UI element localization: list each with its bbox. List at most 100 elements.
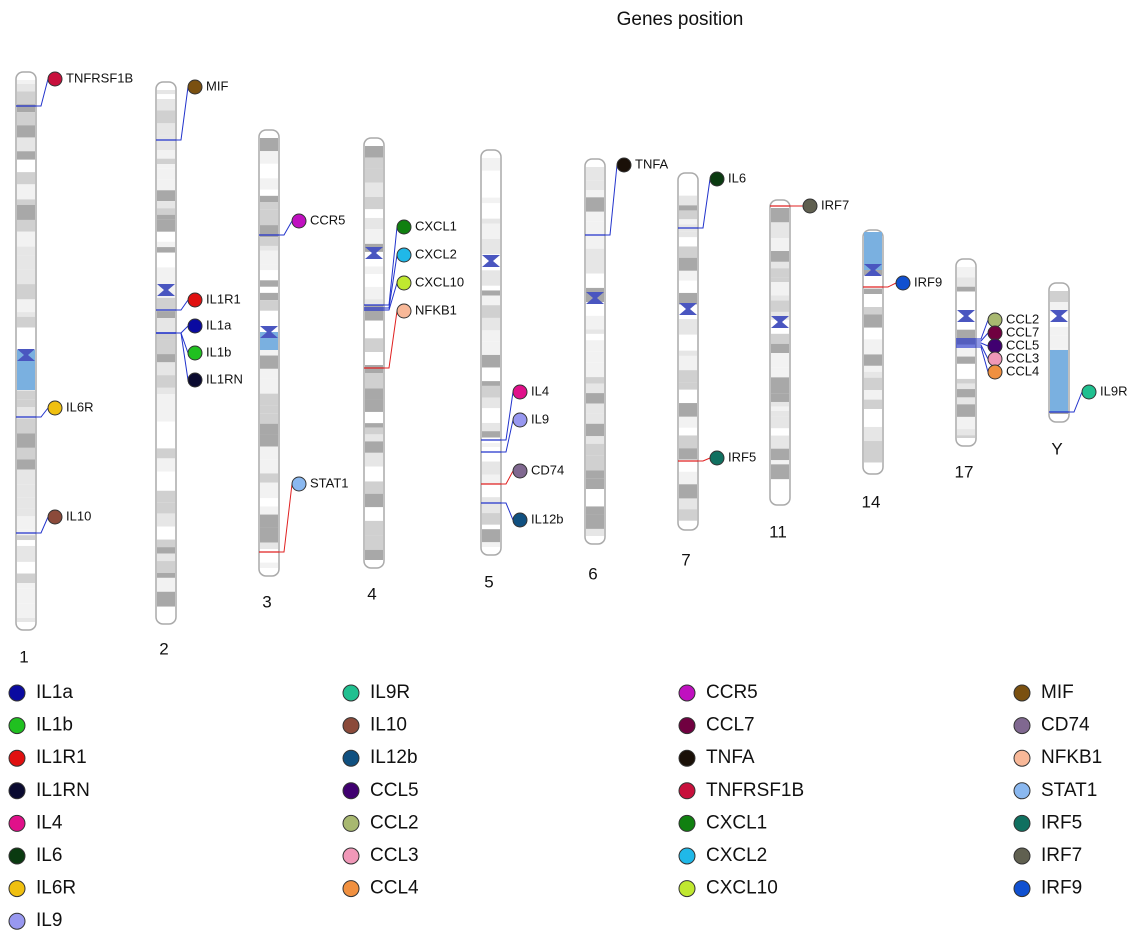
band xyxy=(365,168,383,182)
band xyxy=(482,408,500,418)
band xyxy=(957,435,975,438)
band xyxy=(17,284,35,299)
legend-label: CCR5 xyxy=(706,682,758,703)
gene-label: IL9R xyxy=(1100,383,1127,398)
legend-dot xyxy=(679,783,695,799)
band xyxy=(482,318,500,330)
chromosome-label: 6 xyxy=(588,564,597,583)
band xyxy=(586,351,604,363)
band xyxy=(260,246,278,251)
band xyxy=(864,328,882,340)
band xyxy=(365,146,383,158)
legend-dot xyxy=(679,848,695,864)
band xyxy=(17,299,35,312)
gene-label: IL1R1 xyxy=(206,291,241,306)
band xyxy=(260,164,278,168)
band xyxy=(771,238,789,251)
band xyxy=(260,527,278,542)
band xyxy=(586,316,604,330)
gene-connector xyxy=(1069,392,1082,412)
gene-dot xyxy=(803,199,817,213)
band xyxy=(482,418,500,423)
band xyxy=(365,441,383,452)
legend-dot xyxy=(1014,718,1030,734)
gene-label: IL6 xyxy=(728,170,746,185)
gene-label: IRF9 xyxy=(914,274,942,289)
legend-label: CXCL10 xyxy=(706,878,778,899)
band xyxy=(260,515,278,528)
band xyxy=(482,398,500,409)
legend-label: IL6 xyxy=(36,845,62,866)
legend-dot xyxy=(9,718,25,734)
band xyxy=(864,441,882,457)
band xyxy=(17,247,35,255)
band xyxy=(157,94,175,99)
band xyxy=(679,281,697,293)
legend-dot xyxy=(343,783,359,799)
band xyxy=(260,287,278,293)
band xyxy=(17,275,35,284)
band xyxy=(365,287,383,299)
legend-label: CCL5 xyxy=(370,780,419,801)
gene-connector xyxy=(176,87,188,140)
chromosome-label: 7 xyxy=(681,550,690,569)
gene-connector xyxy=(501,471,513,484)
band xyxy=(1050,291,1068,302)
gene-dot xyxy=(988,339,1002,353)
band xyxy=(17,459,35,469)
band xyxy=(482,381,500,386)
band xyxy=(17,618,35,622)
legend-dot xyxy=(679,815,695,831)
gene-dot xyxy=(710,172,724,186)
band xyxy=(586,190,604,197)
band xyxy=(17,160,35,172)
band xyxy=(482,443,500,447)
band xyxy=(482,431,500,437)
legend-dot xyxy=(9,783,25,799)
band xyxy=(482,185,500,198)
band xyxy=(17,125,35,137)
band xyxy=(482,224,500,239)
band xyxy=(365,209,383,218)
band xyxy=(771,460,789,464)
gene-label: IL1a xyxy=(206,317,232,332)
gene-dot xyxy=(513,413,527,427)
band xyxy=(957,278,975,287)
band xyxy=(157,491,175,503)
band xyxy=(679,210,697,219)
band xyxy=(957,389,975,397)
legend-label: IL9R xyxy=(370,682,410,703)
band xyxy=(17,434,35,448)
band xyxy=(679,428,697,436)
legend-dot xyxy=(343,750,359,766)
legend-dot xyxy=(679,718,695,734)
band xyxy=(679,271,697,281)
band xyxy=(864,409,882,421)
band xyxy=(864,457,882,463)
band xyxy=(482,355,500,368)
band xyxy=(260,549,278,563)
band xyxy=(679,417,697,428)
gene-dot xyxy=(1082,385,1096,399)
gene-connector xyxy=(384,311,397,368)
band xyxy=(586,455,604,470)
band xyxy=(586,489,604,500)
band xyxy=(260,498,278,506)
band xyxy=(157,578,175,592)
band xyxy=(157,90,175,94)
band xyxy=(365,467,383,482)
band xyxy=(771,334,789,344)
band xyxy=(157,318,175,333)
band xyxy=(586,384,604,394)
gene-connector xyxy=(36,408,48,417)
band xyxy=(586,261,604,274)
band xyxy=(679,246,697,257)
band xyxy=(365,536,383,550)
legend-dot xyxy=(679,881,695,897)
band xyxy=(157,554,175,561)
gene-connector xyxy=(36,79,48,106)
band xyxy=(260,280,278,287)
band xyxy=(17,84,35,91)
band xyxy=(17,199,35,204)
band xyxy=(957,404,975,417)
